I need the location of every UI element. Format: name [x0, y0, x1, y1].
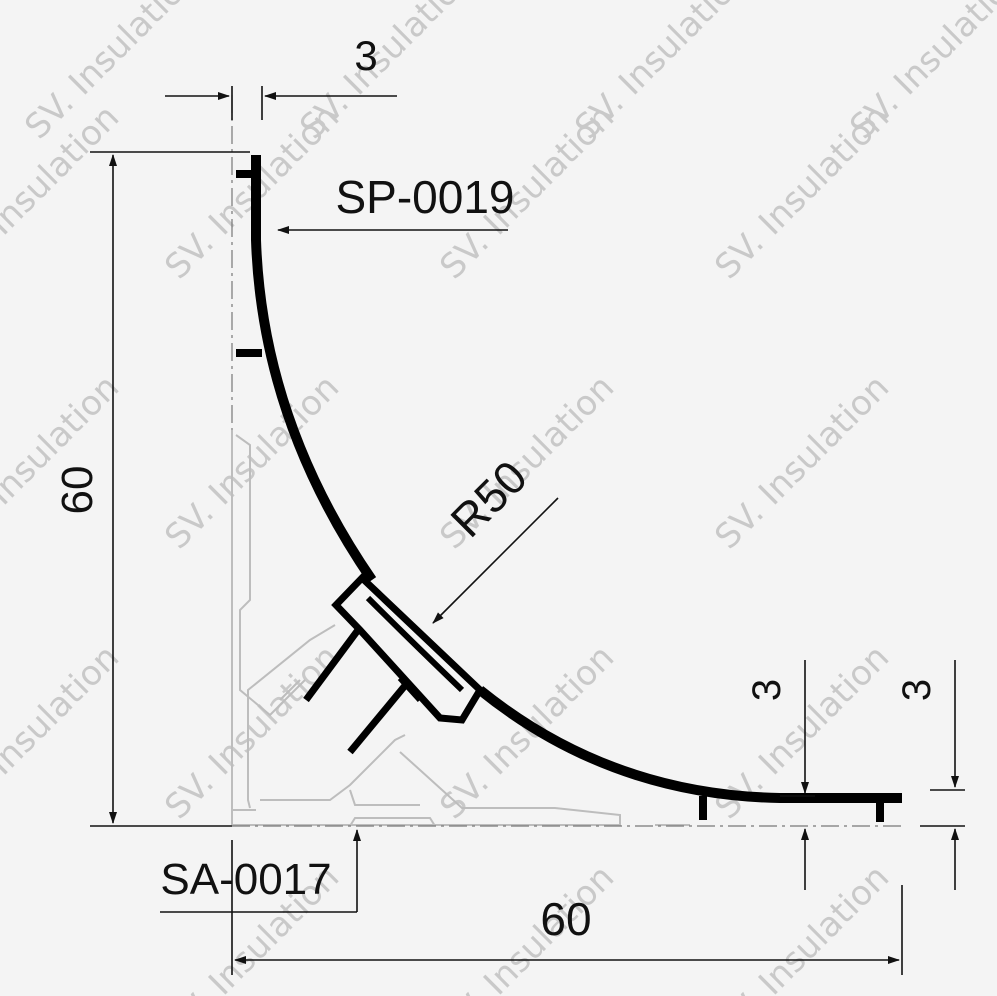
watermark-text: SV. Insulation: [432, 637, 622, 827]
watermark-text: SV. Insulation: [707, 97, 897, 287]
watermark-text: SV. Insulation: [707, 857, 897, 996]
dim-right-thickness-a-label: 3: [745, 679, 789, 701]
part-top-label: SP-0019: [335, 171, 514, 223]
part-bottom-label: SA-0017: [160, 855, 331, 904]
watermark-text: SV. Insulation: [0, 637, 127, 827]
cover-profile-sp-0019: [236, 155, 902, 822]
dim-right-thickness-b-label: 3: [895, 679, 939, 701]
watermark-text: SV. Insulation: [157, 367, 347, 557]
dim-bottom-width-label: 60: [540, 893, 591, 945]
dimension-lines: [90, 86, 965, 975]
watermark-text: SV. Insulation: [707, 367, 897, 557]
watermark-text: SV. Insulation: [0, 367, 127, 557]
watermark-text: SV. Insulation: [432, 857, 622, 996]
watermark-text: SV. Insulation: [157, 637, 347, 827]
dim-left-height-label: 60: [53, 466, 102, 515]
base-profile-sa-0017: [231, 430, 690, 827]
dim-top-thickness-label: 3: [354, 32, 377, 79]
